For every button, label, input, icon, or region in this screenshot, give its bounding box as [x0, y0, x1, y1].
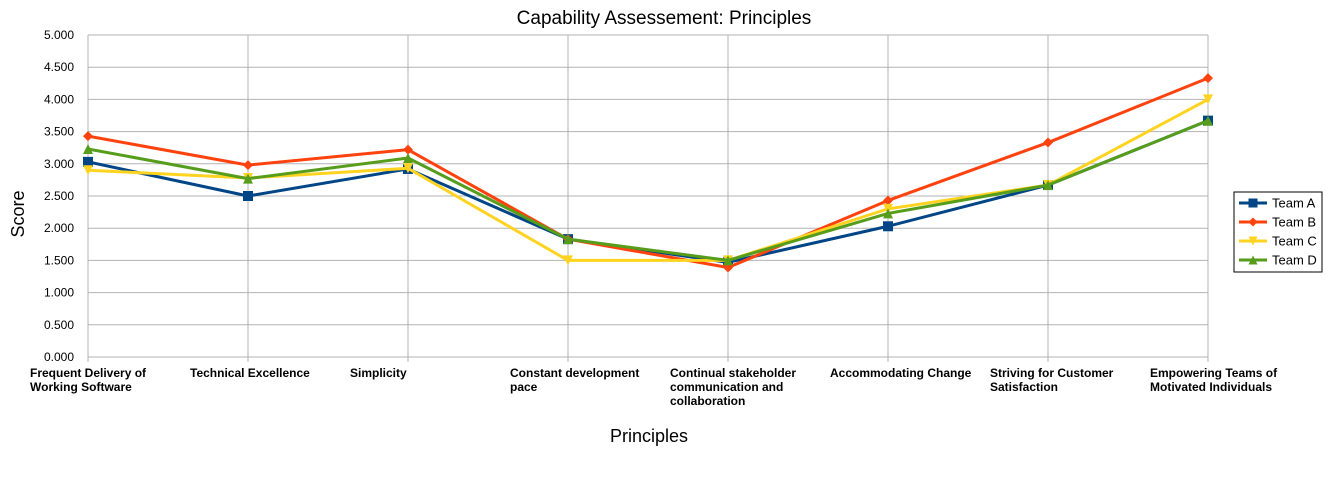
- legend-item: Team D: [1239, 253, 1317, 268]
- data-point-team-d: [403, 153, 413, 164]
- data-point-team-b: [403, 144, 413, 155]
- y-tick-label: 0.500: [44, 318, 74, 332]
- data-point-team-b: [883, 195, 893, 206]
- x-category-label: Continual stakeholder communication and co…: [670, 366, 796, 408]
- gridlines: [87, 34, 1209, 362]
- series-line-team-a: [87, 119, 1209, 264]
- series-line-team-c: [87, 98, 1209, 262]
- series-line-team-d: [87, 119, 1209, 262]
- y-axis-ticks: 0.000 0.500 1.000 1.500 2.000 2.500 3.000 3.500…: [44, 28, 74, 364]
- data-point-team-b: [1203, 73, 1213, 84]
- series-team-a: [83, 115, 1213, 268]
- data-point-team-b: [1043, 137, 1053, 148]
- data-point-team-c: [403, 163, 413, 174]
- y-tick-label: 4.500: [44, 60, 74, 74]
- data-point-team-b: [83, 131, 93, 142]
- series-line-team-b: [87, 76, 1209, 269]
- legend-item: Team C: [1239, 234, 1317, 249]
- chart-title: Capability Assessement: Principles: [517, 8, 812, 29]
- x-category-label: Empowering Teams of Motivated Individuals: [1150, 366, 1278, 394]
- legend-item: Team A: [1239, 196, 1316, 211]
- y-axis-title: Score: [8, 190, 28, 237]
- legend-item: Team B: [1239, 215, 1316, 230]
- y-tick-label: 3.000: [44, 157, 74, 171]
- y-tick-label: 5.000: [44, 28, 74, 42]
- series-team-b: [83, 73, 1213, 273]
- y-tick-label: 1.000: [44, 286, 74, 300]
- data-point-team-b: [243, 160, 253, 171]
- x-category-label: Simplicity: [350, 366, 407, 380]
- y-tick-label: 2.000: [44, 221, 74, 235]
- data-point-team-d: [1043, 180, 1053, 191]
- series-team-d: [83, 115, 1213, 266]
- data-point-team-a: [883, 221, 893, 232]
- series-group: [83, 73, 1213, 273]
- legend: Team A Team B Team C Team D: [1233, 191, 1323, 273]
- data-point-team-d: [83, 143, 93, 154]
- y-tick-label: 1.500: [44, 253, 74, 267]
- y-tick-label: 2.500: [44, 189, 74, 203]
- data-point-team-c: [563, 255, 573, 266]
- series-team-c: [83, 94, 1213, 266]
- data-point-team-d: [563, 234, 573, 245]
- legend-label: Team B: [1272, 215, 1316, 230]
- data-point-team-a: [83, 156, 93, 167]
- legend-marker: [1248, 198, 1258, 208]
- x-axis-title: Principles: [610, 426, 688, 446]
- legend-marker: [1248, 236, 1258, 246]
- data-point-team-d: [723, 255, 733, 266]
- data-point-team-d: [883, 208, 893, 219]
- y-tick-label: 4.000: [44, 92, 74, 106]
- legend-label: Team A: [1272, 196, 1316, 211]
- x-category-label: Technical Excellence: [190, 366, 310, 380]
- y-tick-label: 3.500: [44, 125, 74, 139]
- x-axis-category-labels: Frequent Delivery of Working Software Tech…: [30, 366, 1278, 408]
- legend-marker: [1248, 255, 1258, 265]
- data-point-team-a: [243, 191, 253, 201]
- data-point-team-c: [83, 165, 93, 176]
- legend-label: Team C: [1272, 234, 1317, 249]
- data-point-team-d: [243, 173, 253, 184]
- x-category-label: Frequent Delivery of Working Software: [30, 366, 147, 394]
- legend-label: Team D: [1272, 253, 1317, 268]
- x-category-label: Constant development pace: [510, 366, 639, 394]
- data-point-team-d: [1203, 115, 1213, 126]
- data-point-team-c: [1203, 94, 1213, 105]
- legend-marker: [1248, 217, 1258, 227]
- y-tick-label: 0.000: [44, 350, 74, 364]
- x-category-label: Accommodating Change: [830, 366, 972, 380]
- x-category-label: Striving for Customer Satisfaction: [990, 366, 1114, 394]
